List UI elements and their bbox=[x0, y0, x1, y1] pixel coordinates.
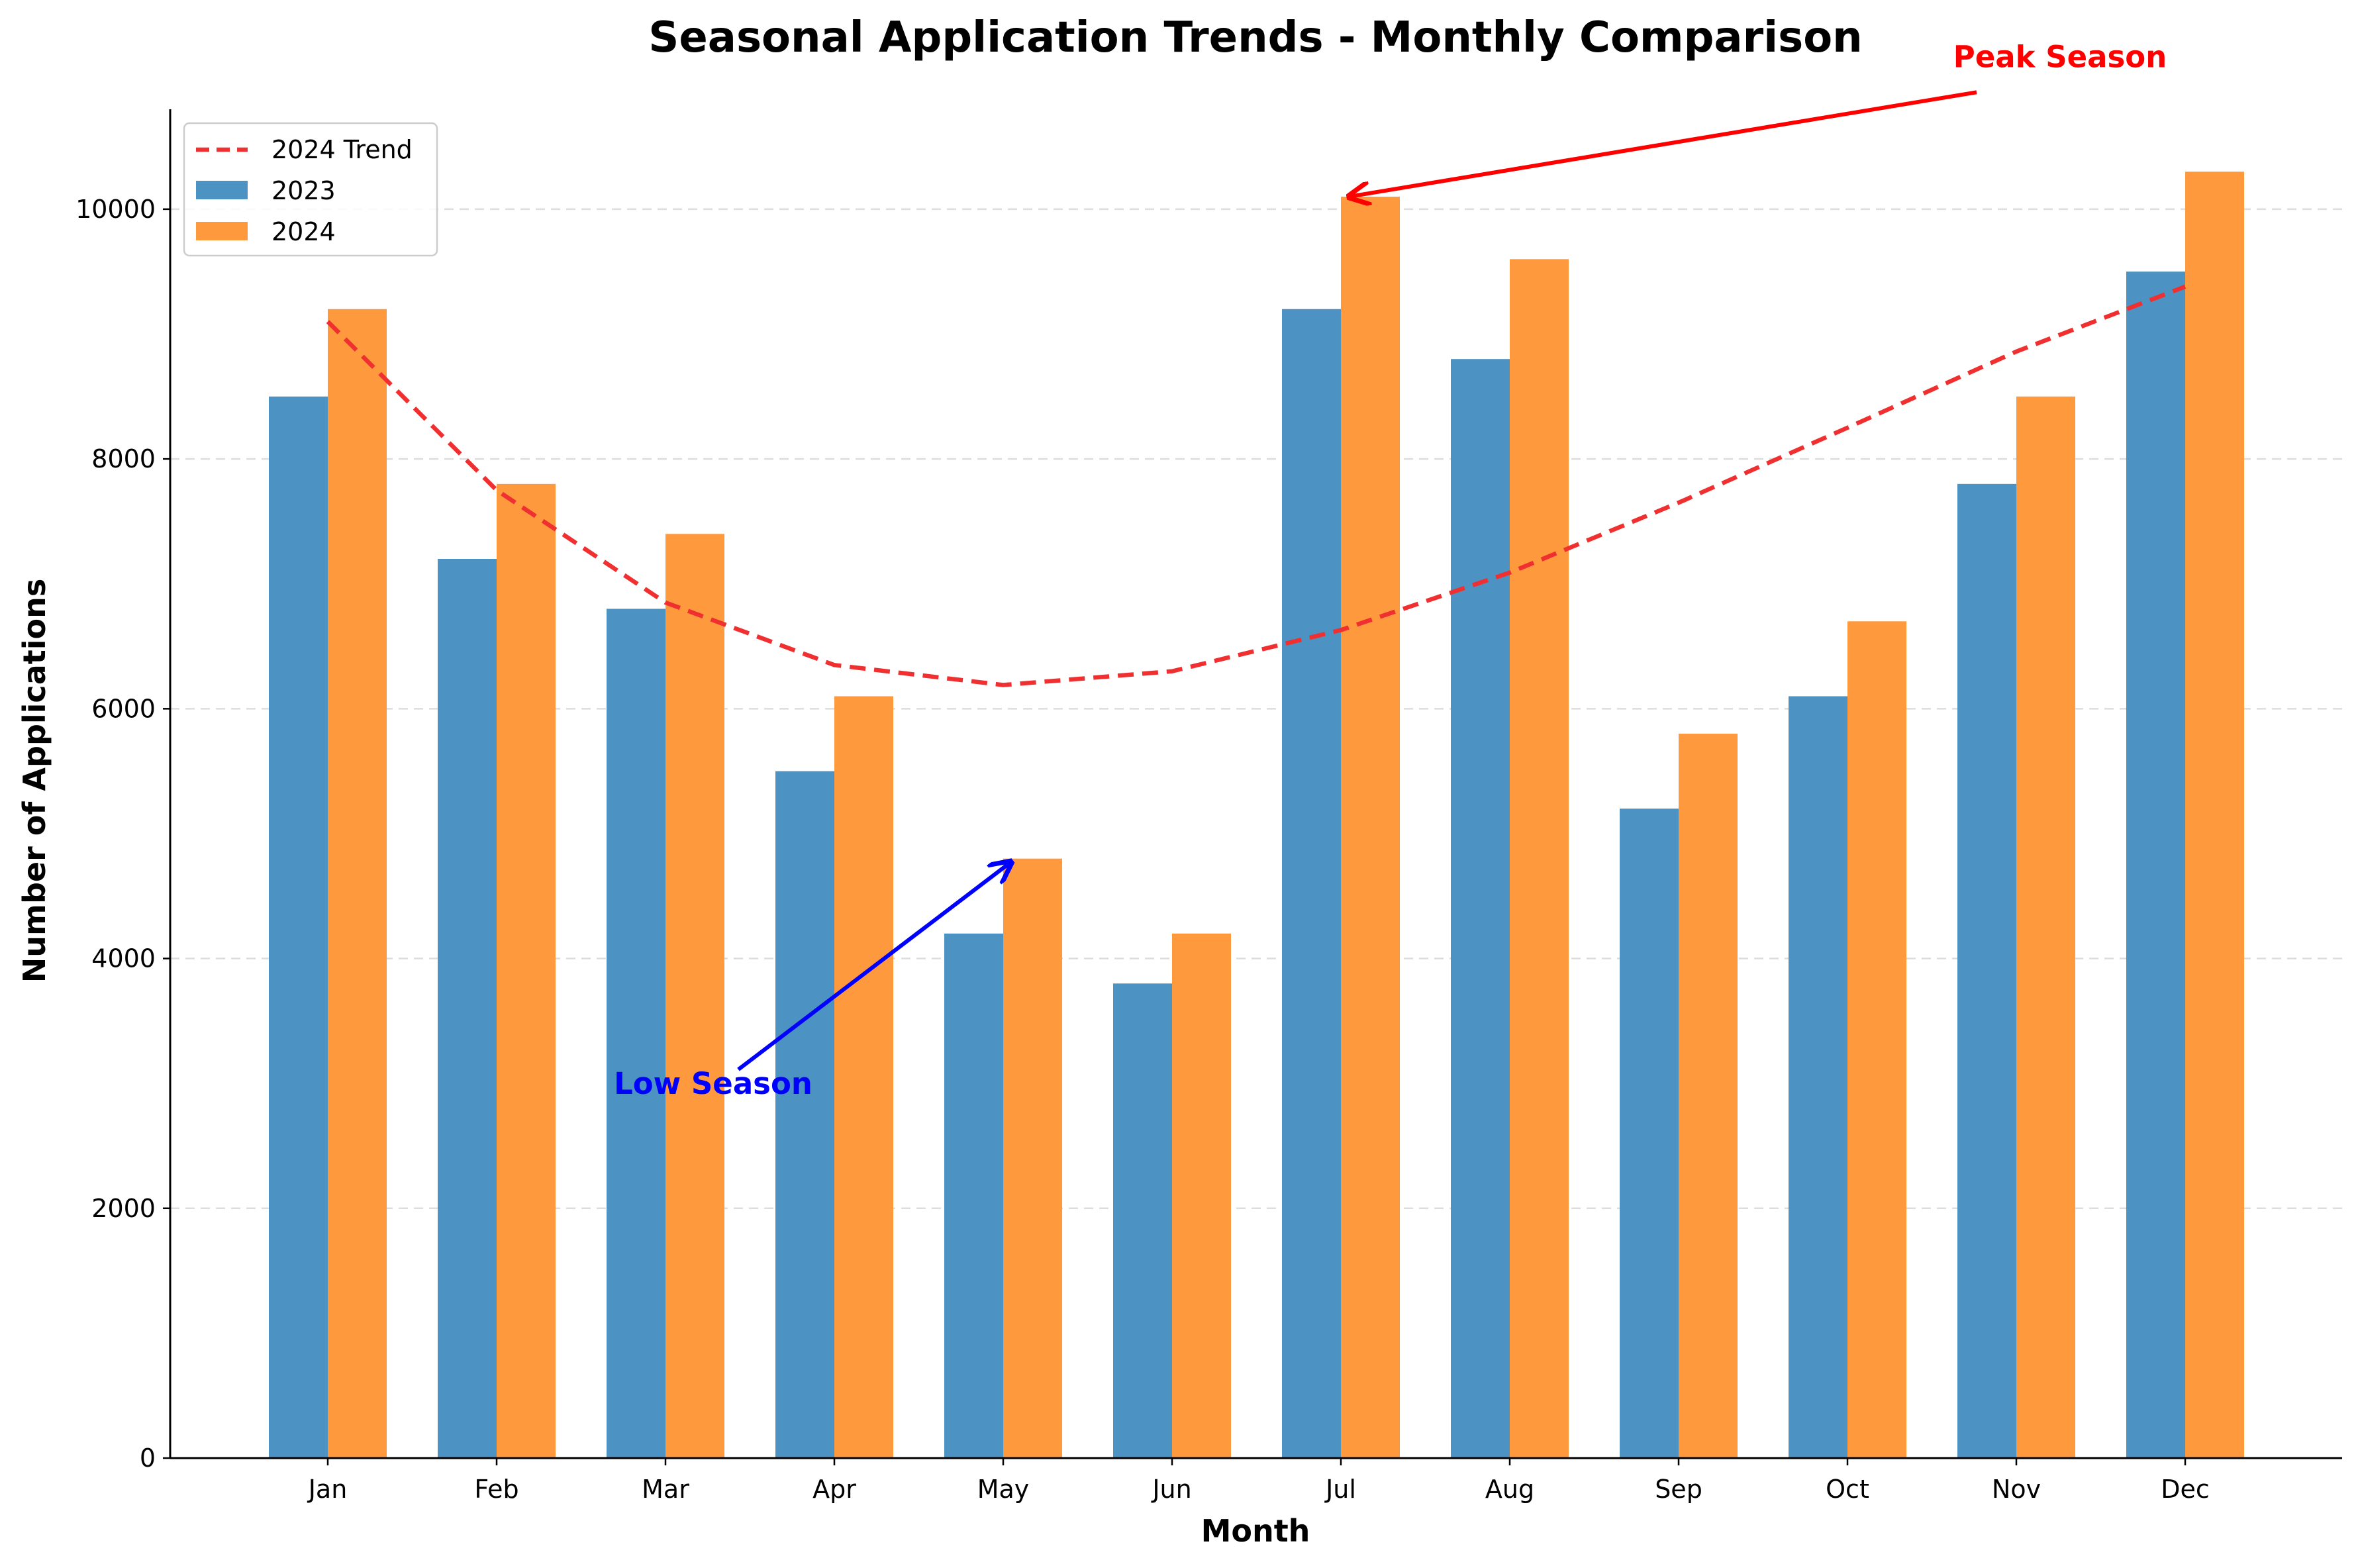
bar-2024-Jan bbox=[328, 309, 387, 1458]
x-tick-label: Nov bbox=[1992, 1475, 2041, 1504]
bar-2023-Sep bbox=[1620, 808, 1679, 1458]
x-tick-label: Aug bbox=[1485, 1475, 1534, 1504]
legend-label-2024: 2024 bbox=[271, 217, 336, 246]
bar-2024-Feb bbox=[497, 483, 556, 1459]
bar-2024-May bbox=[1003, 858, 1062, 1458]
bar-2023-Nov bbox=[1957, 483, 2016, 1459]
x-tick-label: Jan bbox=[307, 1475, 348, 1504]
y-tick-label: 2000 bbox=[91, 1194, 156, 1223]
y-tick-label: 8000 bbox=[91, 444, 156, 473]
bar-2024-Oct bbox=[1847, 621, 1906, 1458]
annotation-arrow-peak bbox=[1349, 90, 1977, 197]
annotation-layer: Peak Season Low Season bbox=[614, 39, 2167, 1101]
bar-2023-Oct bbox=[1789, 696, 1847, 1458]
trend-line-layer bbox=[326, 284, 2187, 687]
legend-swatch-2024 bbox=[196, 222, 248, 240]
x-tick-label: May bbox=[977, 1475, 1030, 1504]
bar-2023-Jul bbox=[1282, 309, 1341, 1458]
x-tick-label: Mar bbox=[642, 1475, 689, 1504]
chart-title: Seasonal Application Trends - Monthly Co… bbox=[648, 13, 1862, 62]
bar-2024-Mar bbox=[665, 534, 724, 1458]
x-tick-label: Jun bbox=[1151, 1475, 1191, 1504]
trend-line-2024 bbox=[326, 284, 2187, 687]
legend: 2024 Trend 2023 2024 bbox=[183, 122, 438, 257]
bar-2024-Aug bbox=[1510, 259, 1569, 1458]
x-axis-label: Month bbox=[1201, 1513, 1310, 1549]
y-tick-label: 6000 bbox=[91, 694, 156, 723]
y-tick-label: 0 bbox=[140, 1444, 156, 1473]
bar-2023-Mar bbox=[607, 609, 665, 1458]
annotation-label-peak: Peak Season bbox=[1953, 39, 2167, 74]
axes-layer: 0 2000 4000 6000 8000 10000 Jan Feb Mar Apr May Jun… bbox=[75, 109, 2342, 1504]
bars-layer bbox=[269, 172, 2244, 1459]
annotation-arrow-low bbox=[737, 862, 1011, 1071]
bar-2023-Jan bbox=[269, 396, 328, 1458]
bar-2023-Feb bbox=[438, 559, 497, 1458]
x-tick-label: Apr bbox=[812, 1475, 856, 1504]
grid-layer bbox=[170, 208, 2342, 1210]
bar-2023-Apr bbox=[775, 771, 834, 1458]
bar-2024-Sep bbox=[1679, 734, 1738, 1458]
bar-2024-Nov bbox=[2016, 396, 2075, 1458]
y-tick-label: 4000 bbox=[91, 944, 156, 973]
legend-label-2023: 2023 bbox=[271, 176, 336, 205]
legend-swatch-2023 bbox=[196, 181, 248, 199]
y-tick-label: 10000 bbox=[75, 195, 156, 224]
legend-label-2024-trend: 2024 Trend bbox=[271, 135, 413, 164]
bar-2024-Jun bbox=[1172, 933, 1231, 1458]
bar-2023-May bbox=[944, 933, 1003, 1458]
annotation-label-low: Low Season bbox=[614, 1066, 812, 1101]
bar-2023-Dec bbox=[2126, 271, 2185, 1458]
bar-2024-Dec bbox=[2185, 172, 2244, 1458]
x-tick-label: Jul bbox=[1324, 1475, 1356, 1504]
bar-2023-Aug bbox=[1451, 359, 1510, 1459]
y-axis-label: Number of Applications bbox=[17, 579, 52, 983]
bar-2024-Jul bbox=[1341, 197, 1400, 1458]
x-tick-label: Sep bbox=[1655, 1475, 1702, 1504]
x-tick-label: Dec bbox=[2161, 1475, 2210, 1504]
x-tick-label: Feb bbox=[474, 1475, 518, 1504]
x-tick-label: Oct bbox=[1826, 1475, 1869, 1504]
bar-2023-Jun bbox=[1113, 983, 1172, 1458]
bar-2024-Apr bbox=[834, 696, 893, 1458]
